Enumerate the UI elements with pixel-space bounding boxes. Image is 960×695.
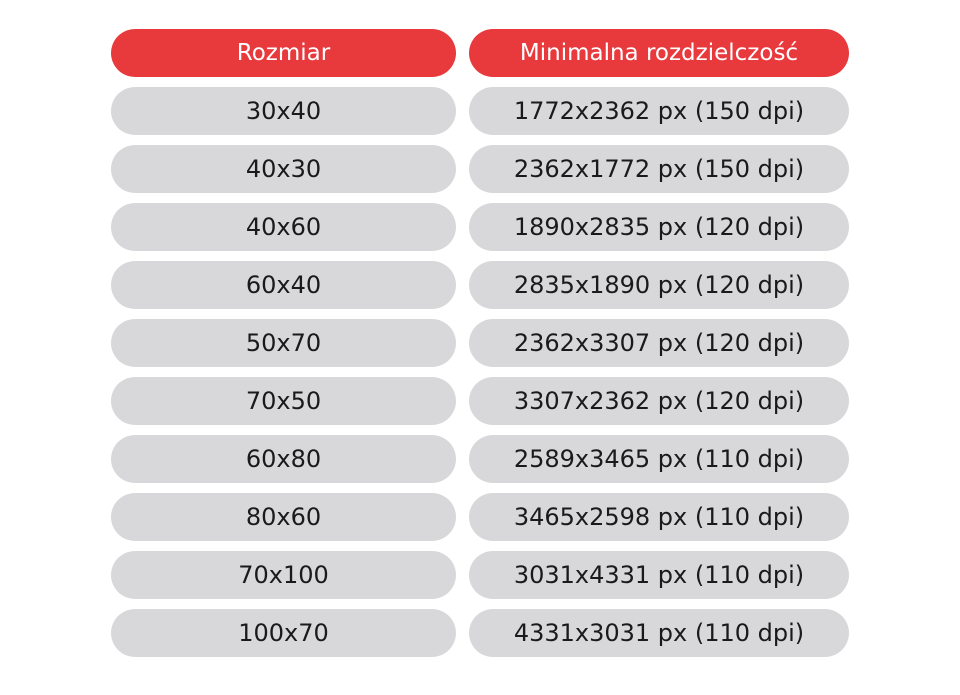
size-cell: 30x40 bbox=[111, 87, 456, 135]
table-row: 30x40 1772x2362 px (150 dpi) bbox=[111, 87, 849, 135]
size-cell: 50x70 bbox=[111, 319, 456, 367]
resolution-cell: 2835x1890 px (120 dpi) bbox=[469, 261, 849, 309]
header-resolution: Minimalna rozdzielczość bbox=[469, 29, 849, 77]
size-cell: 40x30 bbox=[111, 145, 456, 193]
table-row: 70x50 3307x2362 px (120 dpi) bbox=[111, 377, 849, 425]
size-cell: 60x40 bbox=[111, 261, 456, 309]
resolution-cell: 2589x3465 px (110 dpi) bbox=[469, 435, 849, 483]
resolution-table: Rozmiar Minimalna rozdzielczość 30x40 17… bbox=[111, 29, 849, 667]
header-size: Rozmiar bbox=[111, 29, 456, 77]
table-row: 60x40 2835x1890 px (120 dpi) bbox=[111, 261, 849, 309]
size-cell: 60x80 bbox=[111, 435, 456, 483]
resolution-cell: 2362x3307 px (120 dpi) bbox=[469, 319, 849, 367]
table-header-row: Rozmiar Minimalna rozdzielczość bbox=[111, 29, 849, 77]
table-row: 60x80 2589x3465 px (110 dpi) bbox=[111, 435, 849, 483]
resolution-cell: 3031x4331 px (110 dpi) bbox=[469, 551, 849, 599]
resolution-cell: 2362x1772 px (150 dpi) bbox=[469, 145, 849, 193]
resolution-cell: 4331x3031 px (110 dpi) bbox=[469, 609, 849, 657]
resolution-cell: 1890x2835 px (120 dpi) bbox=[469, 203, 849, 251]
table-row: 70x100 3031x4331 px (110 dpi) bbox=[111, 551, 849, 599]
table-row: 80x60 3465x2598 px (110 dpi) bbox=[111, 493, 849, 541]
size-cell: 40x60 bbox=[111, 203, 456, 251]
resolution-cell: 1772x2362 px (150 dpi) bbox=[469, 87, 849, 135]
table-row: 40x60 1890x2835 px (120 dpi) bbox=[111, 203, 849, 251]
resolution-cell: 3307x2362 px (120 dpi) bbox=[469, 377, 849, 425]
size-cell: 70x50 bbox=[111, 377, 456, 425]
size-cell: 100x70 bbox=[111, 609, 456, 657]
size-cell: 80x60 bbox=[111, 493, 456, 541]
table-row: 50x70 2362x3307 px (120 dpi) bbox=[111, 319, 849, 367]
table-row: 40x30 2362x1772 px (150 dpi) bbox=[111, 145, 849, 193]
resolution-cell: 3465x2598 px (110 dpi) bbox=[469, 493, 849, 541]
table-row: 100x70 4331x3031 px (110 dpi) bbox=[111, 609, 849, 657]
size-cell: 70x100 bbox=[111, 551, 456, 599]
